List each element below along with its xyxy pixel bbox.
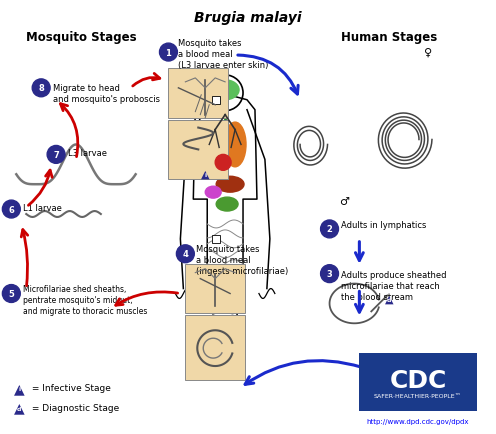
Text: ▲: ▲ (385, 294, 393, 304)
Text: i: i (204, 172, 206, 178)
FancyBboxPatch shape (169, 120, 228, 180)
FancyBboxPatch shape (186, 316, 245, 380)
FancyBboxPatch shape (169, 69, 228, 118)
Text: d: d (17, 406, 21, 411)
Text: Human Stages: Human Stages (341, 31, 437, 44)
Ellipse shape (224, 123, 246, 168)
Ellipse shape (205, 187, 221, 199)
FancyBboxPatch shape (212, 96, 220, 105)
FancyBboxPatch shape (212, 235, 220, 243)
Text: L1 larvae: L1 larvae (23, 203, 62, 212)
Text: Adults produce sheathed
microfilariae that reach
the blood stream: Adults produce sheathed microfilariae th… (341, 270, 447, 301)
Circle shape (47, 146, 65, 164)
Text: Mosquito takes
a blood meal
(L3 larvae enter skin): Mosquito takes a blood meal (L3 larvae e… (179, 39, 269, 70)
Text: Adults in lymphatics: Adults in lymphatics (341, 221, 427, 230)
Circle shape (320, 265, 338, 283)
Circle shape (177, 245, 194, 263)
Text: = Diagnostic Stage: = Diagnostic Stage (29, 403, 120, 412)
Text: 8: 8 (38, 84, 44, 93)
FancyBboxPatch shape (360, 353, 477, 411)
Text: = Infective Stage: = Infective Stage (29, 384, 111, 392)
Text: i: i (18, 387, 20, 391)
Text: Migrate to head
and mosquito's proboscis: Migrate to head and mosquito's proboscis (53, 84, 160, 104)
Text: 5: 5 (8, 289, 14, 298)
Circle shape (2, 201, 20, 218)
Circle shape (320, 220, 338, 238)
Text: L3 larvae: L3 larvae (68, 148, 107, 158)
FancyBboxPatch shape (186, 264, 245, 314)
Ellipse shape (216, 177, 244, 193)
Text: ▲: ▲ (14, 381, 25, 395)
Text: ♂: ♂ (339, 197, 350, 207)
Ellipse shape (204, 123, 226, 168)
Text: Mosquito Stages: Mosquito Stages (26, 31, 136, 44)
Text: ▲: ▲ (14, 401, 25, 415)
Text: Brugia malayi: Brugia malayi (194, 11, 302, 25)
Text: 1: 1 (166, 49, 172, 57)
Text: Mosquito takes
a blood meal
(ingests microfilariae): Mosquito takes a blood meal (ingests mic… (196, 244, 289, 276)
Text: 3: 3 (327, 270, 332, 279)
Text: CDC: CDC (389, 368, 447, 392)
Text: ♀: ♀ (424, 48, 432, 58)
Text: 7: 7 (53, 151, 59, 160)
Circle shape (32, 80, 50, 98)
Text: Microfilariae shed sheaths,
pentrate mosquito's midgut,
and migrate to thoracic : Microfilariae shed sheaths, pentrate mos… (23, 284, 148, 315)
Ellipse shape (215, 155, 231, 171)
Text: 6: 6 (8, 205, 14, 214)
Circle shape (2, 285, 20, 303)
Text: 2: 2 (326, 225, 332, 234)
Text: http://www.dpd.cdc.gov/dpdx: http://www.dpd.cdc.gov/dpdx (367, 418, 469, 424)
Circle shape (160, 44, 178, 62)
Ellipse shape (216, 197, 238, 211)
Text: SAFER·HEALTHIER·PEOPLE™: SAFER·HEALTHIER·PEOPLE™ (374, 393, 462, 398)
Ellipse shape (211, 81, 239, 101)
Text: 4: 4 (183, 250, 188, 259)
Text: ▲: ▲ (201, 169, 209, 179)
Text: d: d (387, 297, 391, 302)
